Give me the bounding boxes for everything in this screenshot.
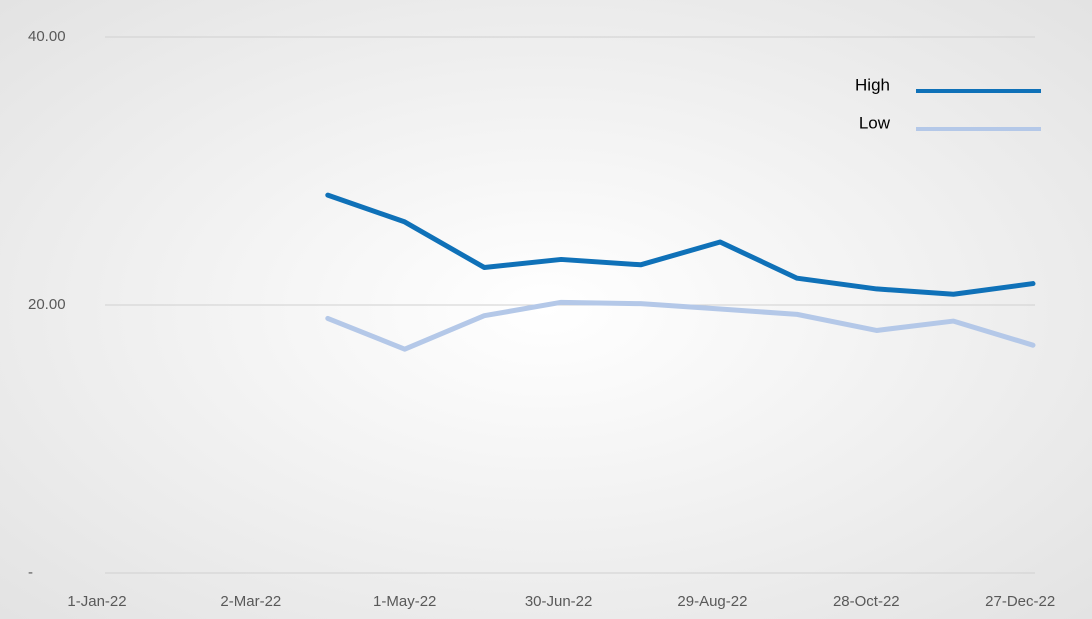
legend-label: Low (859, 113, 891, 132)
y-tick-label: - (28, 564, 33, 581)
x-tick-label: 30-Jun-22 (525, 593, 593, 610)
series-line (325, 299, 1036, 352)
x-tick-label: 27-Dec-22 (985, 593, 1055, 610)
y-tick-label: 40.00 (28, 28, 66, 45)
x-tick-label: 2-Mar-22 (220, 593, 281, 610)
x-tick-label: 1-May-22 (373, 593, 436, 610)
x-tick-label: 1-Jan-22 (67, 593, 126, 610)
legend-label: High (855, 75, 890, 94)
y-tick-label: 20.00 (28, 296, 66, 313)
x-tick-label: 28-Oct-22 (833, 593, 900, 610)
series-line (325, 192, 1036, 297)
x-tick-label: 29-Aug-22 (677, 593, 747, 610)
